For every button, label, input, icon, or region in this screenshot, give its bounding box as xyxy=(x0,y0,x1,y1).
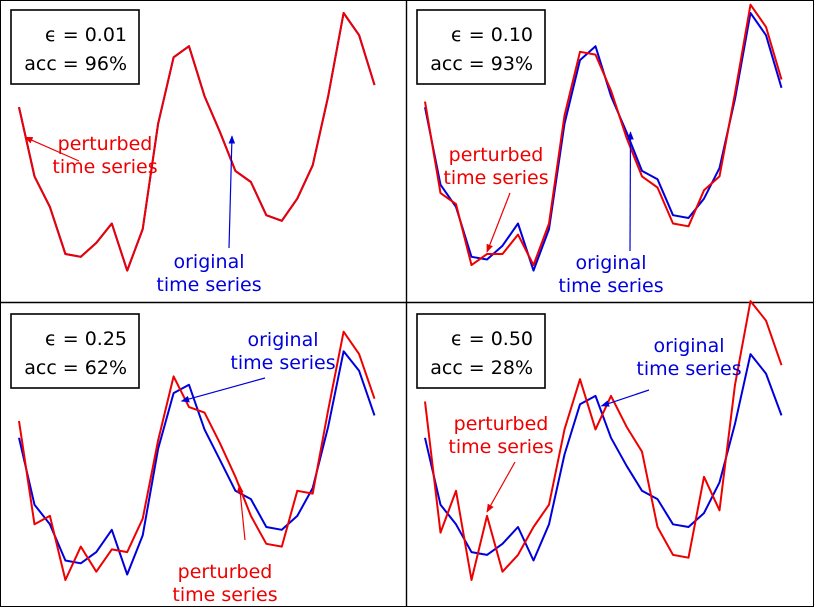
accuracy-label: acc = 93% xyxy=(430,53,533,75)
annotation-arrow xyxy=(627,131,634,252)
perturbed-series xyxy=(424,300,783,581)
accuracy-label: acc = 62% xyxy=(24,357,127,379)
annotation-line: time series xyxy=(230,352,335,374)
annotation-line: perturbed xyxy=(58,133,153,155)
annotation-line: original xyxy=(653,335,724,357)
info-box xyxy=(416,313,546,389)
epsilon-label: ϵ = 0.25 xyxy=(45,328,127,350)
perturbed-series xyxy=(18,330,376,581)
accuracy-label: acc = 96% xyxy=(24,53,127,75)
annotation-arrow xyxy=(24,136,80,162)
annotation-line: perturbed xyxy=(178,561,273,583)
perturbed-series-line xyxy=(424,300,783,581)
annotation-line: original xyxy=(173,251,244,273)
annotation-line: time series xyxy=(443,167,548,189)
annotation-line: time series xyxy=(52,156,157,178)
annotation-line: perturbed xyxy=(454,413,549,435)
perturbed-series-line xyxy=(424,3,783,267)
perturbed-series-line xyxy=(18,330,376,581)
perturbed-series-line xyxy=(18,12,376,272)
info-box xyxy=(10,9,140,85)
annotation-line: original xyxy=(575,252,646,274)
accuracy-label: acc = 28% xyxy=(430,357,533,379)
annotation-arrow xyxy=(486,192,511,253)
epsilon-label: ϵ = 0.10 xyxy=(451,24,533,46)
original-series xyxy=(424,353,783,562)
annotation-arrow xyxy=(600,389,650,407)
perturbed-series xyxy=(18,12,376,272)
epsilon-label: ϵ = 0.50 xyxy=(451,328,533,350)
original-series-line xyxy=(424,353,783,562)
annotation-line: time series xyxy=(636,358,741,380)
info-box xyxy=(416,9,546,85)
annotation-line: perturbed xyxy=(449,144,544,166)
annotation-line: time series xyxy=(558,275,663,297)
annotation-line: time series xyxy=(172,584,277,606)
annotation-line: time series xyxy=(156,274,261,296)
info-box xyxy=(10,313,140,389)
annotation-line: original xyxy=(247,329,318,351)
epsilon-label: ϵ = 0.01 xyxy=(45,24,127,46)
perturbed-series xyxy=(424,3,783,267)
annotation-arrow xyxy=(180,377,266,403)
annotation-arrow xyxy=(228,135,236,249)
annotation-arrow xyxy=(236,483,246,541)
annotation-line: time series xyxy=(448,436,553,458)
annotation-arrow xyxy=(486,461,516,513)
